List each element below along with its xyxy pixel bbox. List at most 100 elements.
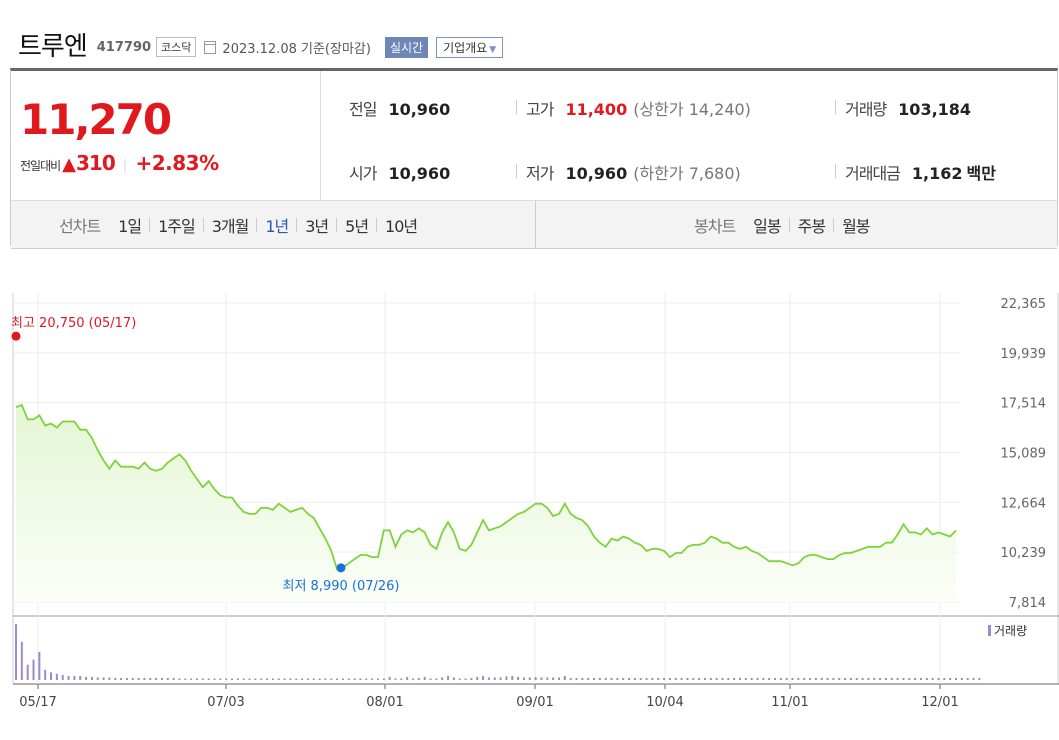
x-tick-label: 12/01 <box>921 695 958 710</box>
volume-bar <box>417 677 420 680</box>
volume-bar <box>587 677 590 680</box>
price-area <box>16 405 956 602</box>
volume-bar <box>861 677 864 680</box>
volume-bar <box>184 678 187 680</box>
tab-candle-2[interactable]: 월봉 <box>842 216 870 236</box>
volume-bar <box>336 678 339 680</box>
volume-bar <box>201 678 204 680</box>
tab-period-3[interactable]: 1년 <box>265 216 289 236</box>
divider <box>202 217 204 232</box>
company-name: 트루엔 <box>18 31 88 62</box>
volume-bar <box>260 678 263 680</box>
volume-bar <box>131 677 134 680</box>
y-tick-label: 17,514 <box>1001 397 1047 412</box>
volume-bar <box>341 678 344 680</box>
x-tick-label: 11/01 <box>771 695 808 710</box>
volume-bar <box>330 678 333 680</box>
volume-bar <box>271 678 274 680</box>
volume-bar <box>225 678 228 680</box>
stat-label: 고가 <box>526 100 554 119</box>
chart-svg[interactable]: 22,365 19,939 17,514 15,089 12,664 10,239 7,81… <box>0 246 1059 740</box>
volume-bar <box>61 674 64 680</box>
volume-bar <box>283 678 286 680</box>
volume-bar <box>663 677 666 680</box>
volume-bar <box>779 677 782 680</box>
volume-bar <box>616 677 619 680</box>
tab-period-5[interactable]: 5년 <box>345 216 369 236</box>
stat-amount: 거래대금 1,162 백만 <box>845 160 996 184</box>
volume-bar <box>966 677 969 680</box>
volume-bar <box>324 678 327 680</box>
volume-bar <box>499 677 502 680</box>
volume-bar <box>266 678 269 680</box>
volume-bar <box>412 678 415 680</box>
divider <box>516 100 517 114</box>
volume-bar <box>160 677 163 680</box>
stat-value: 10,960 <box>388 100 451 119</box>
volume-bar <box>190 678 193 680</box>
volume-bar <box>844 677 847 680</box>
stat-label: 거래대금 <box>845 164 901 183</box>
divider <box>835 164 836 178</box>
dropdown-arrow-icon: ▼ <box>489 44 497 55</box>
volume-legend-label: 거래량 <box>994 624 1027 638</box>
volume-bar <box>213 678 216 680</box>
tab-candle-0[interactable]: 일봉 <box>753 216 781 236</box>
volume-bar <box>668 677 671 680</box>
company-overview-button[interactable]: 기업개요 ▼ <box>436 36 504 58</box>
volume-bar <box>447 675 450 680</box>
stat-unit: 백만 <box>966 164 996 183</box>
volume-bar <box>814 677 817 680</box>
volume-bar <box>96 677 99 680</box>
y-tick-label: 15,089 <box>1001 447 1047 462</box>
tab-period-1[interactable]: 1주일 <box>158 216 196 236</box>
volume-bar <box>598 677 601 680</box>
volume-bar <box>896 677 899 680</box>
volume-bar <box>155 677 158 680</box>
volume-bar <box>546 677 549 680</box>
change-percent: +2.83% <box>135 151 219 175</box>
basis-date: 2023.12.08 기준(장마감) <box>222 41 371 57</box>
volume-bar <box>394 678 397 680</box>
tab-period-4[interactable]: 3년 <box>305 216 329 236</box>
realtime-button[interactable]: 실시간 <box>384 36 429 58</box>
volume-bar <box>388 676 391 680</box>
tab-candle-1[interactable]: 주봉 <box>797 216 826 236</box>
volume-bar <box>639 677 642 680</box>
volume-bar <box>423 676 426 680</box>
divider <box>833 217 835 232</box>
y-tick-label: 12,664 <box>1001 496 1047 511</box>
price-chart[interactable]: 22,365 19,939 17,514 15,089 12,664 10,239 7,81… <box>0 246 1059 740</box>
tabs-divider <box>535 201 536 248</box>
volume-bar <box>809 677 812 680</box>
volume-bar <box>85 676 88 680</box>
volume-bar <box>493 677 496 680</box>
volume-bar <box>744 677 747 680</box>
tab-period-2[interactable]: 3개월 <box>211 216 250 236</box>
x-tick-label: 07/03 <box>207 695 244 710</box>
volume-bar <box>231 678 234 680</box>
stat-value: 11,400 <box>565 100 628 119</box>
volume-bar <box>622 677 625 680</box>
volume-bar <box>114 677 117 680</box>
volume-bar <box>108 677 111 680</box>
volume-bar <box>604 677 607 680</box>
volume-bar <box>581 677 584 680</box>
volume-bar <box>721 677 724 680</box>
volume-bar <box>505 676 508 680</box>
tab-period-0[interactable]: 1일 <box>118 216 142 236</box>
tab-period-6[interactable]: 10년 <box>385 216 418 236</box>
volume-bar <box>470 677 473 680</box>
volume-bar <box>166 677 169 680</box>
divider <box>376 217 378 232</box>
volume-bar <box>733 677 736 680</box>
divider <box>516 164 517 178</box>
volume-bar <box>195 678 198 680</box>
volume-bar <box>902 677 905 680</box>
lower-limit: (하한가 7,680) <box>633 164 741 183</box>
volume-bar <box>820 677 823 680</box>
volume-bar <box>943 677 946 680</box>
volume-bar <box>955 677 957 680</box>
volume-legend-swatch <box>988 625 991 636</box>
volume-bar <box>20 641 23 680</box>
